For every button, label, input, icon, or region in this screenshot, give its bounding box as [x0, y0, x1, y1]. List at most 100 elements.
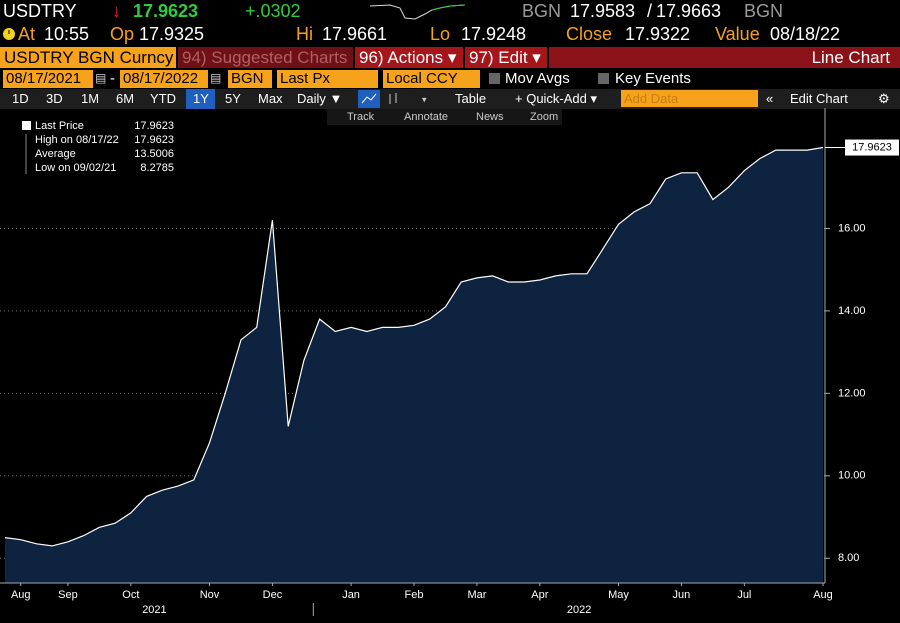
- selected-period: [186, 89, 215, 109]
- year-label: 2021: [142, 604, 166, 616]
- legend-label: Last Price: [35, 120, 84, 132]
- checkbox[interactable]: [489, 73, 500, 84]
- label: Op: [110, 24, 135, 44]
- dash: -: [110, 70, 115, 87]
- open: 17.9325: [139, 24, 205, 44]
- stat-label: High on 08/17/22: [35, 134, 119, 146]
- stat-label: Low on 09/02/21: [35, 162, 116, 174]
- edit-menu[interactable]: 97) Edit ▾: [465, 47, 547, 68]
- tool-button[interactable]: Annotate: [404, 111, 449, 123]
- x-tick-label: Aug: [11, 589, 31, 601]
- label: At: [18, 24, 36, 44]
- add-data-input[interactable]: Add Data: [621, 90, 758, 107]
- calendar-icon[interactable]: ▤: [95, 71, 107, 85]
- y-tick-label: 14.00: [838, 305, 866, 317]
- chart-type-icons[interactable]: ▾: [358, 90, 438, 108]
- y-tick-label: 12.00: [838, 387, 866, 399]
- x-tick-label: Sep: [58, 589, 78, 601]
- stat-label: Average: [35, 148, 76, 160]
- label: Lo: [430, 24, 451, 44]
- suggested-charts[interactable]: 94) Suggested Charts: [178, 47, 353, 68]
- mov-avgs[interactable]: Mov Avgs: [505, 70, 570, 87]
- x-tick-label: Nov: [200, 589, 220, 601]
- bid: 17.9583: [570, 1, 636, 21]
- y-tick-label: 10.00: [838, 470, 866, 482]
- area-fill: [5, 147, 823, 583]
- period-button[interactable]: Max: [258, 91, 283, 106]
- x-tick-label: Jun: [673, 589, 691, 601]
- collapse-button[interactable]: «: [766, 91, 774, 106]
- tool-button[interactable]: Zoom: [530, 111, 559, 123]
- tool-button[interactable]: Track: [347, 111, 375, 123]
- clock-icon: [3, 28, 15, 40]
- source: BGN: [744, 1, 784, 21]
- period-button[interactable]: 1Y: [193, 91, 209, 106]
- x-tick-label: Apr: [531, 589, 548, 601]
- close: 17.9322: [625, 24, 691, 44]
- tool-button[interactable]: News: [476, 111, 504, 123]
- legend-box: [6, 116, 182, 180]
- chart: 8.00 10.00 12.00 14.00 16.00 Aug Sep Oct Nov Dec J…: [0, 108, 899, 616]
- last-price: 17.9623: [133, 1, 199, 21]
- actions-menu[interactable]: 96) Actions ▾: [355, 47, 463, 68]
- period-button[interactable]: 1D: [12, 91, 29, 106]
- period-button[interactable]: 6M: [116, 91, 135, 106]
- x-tick-label: Mar: [467, 589, 486, 601]
- start-date[interactable]: 08/17/2021: [3, 70, 93, 88]
- x-tick-label: Oct: [122, 589, 139, 601]
- tool-bar: [327, 109, 562, 125]
- sparkline: [370, 4, 465, 20]
- security[interactable]: USDTRY BGN Curncy: [0, 47, 176, 68]
- low: 17.9248: [461, 24, 527, 44]
- legend-value: 17.9623: [134, 120, 174, 132]
- quick-add[interactable]: + Quick-Add ▾: [515, 91, 598, 106]
- x-tick-label: Jul: [737, 589, 751, 601]
- label: Close: [566, 24, 613, 44]
- currency[interactable]: Local CCY: [383, 70, 480, 88]
- stat-value: 13.5006: [134, 148, 174, 160]
- period-button[interactable]: 1M: [81, 91, 100, 106]
- x-tick-label: Dec: [263, 589, 283, 601]
- checkbox[interactable]: [598, 73, 609, 84]
- ask: 17.9663: [656, 1, 722, 21]
- down-arrow: ↓: [112, 1, 121, 21]
- y-tick-label: 16.00: [838, 222, 866, 234]
- x-tick-label: Feb: [405, 589, 424, 601]
- x-tick-label: Aug: [813, 589, 833, 601]
- x-tick-label: May: [608, 589, 629, 601]
- period-button[interactable]: 5Y: [225, 91, 241, 106]
- last-value-box: [845, 139, 899, 156]
- value-date: 08/18/22: [770, 24, 841, 44]
- edit-chart[interactable]: Edit Chart: [790, 91, 848, 106]
- separator: /: [647, 1, 653, 21]
- change: +.0302: [245, 1, 301, 21]
- svg-text:▾: ▾: [422, 94, 427, 104]
- label: Value: [715, 24, 760, 44]
- field[interactable]: Last Px: [277, 70, 378, 88]
- source: BGN: [522, 1, 562, 21]
- end-date[interactable]: 08/17/2022: [120, 70, 208, 88]
- source-field[interactable]: BGN: [228, 70, 272, 88]
- time: 10:55: [44, 24, 90, 44]
- label: Hi: [296, 24, 313, 44]
- legend-swatch: [22, 121, 31, 130]
- ticker: USDTRY: [3, 1, 77, 21]
- year-label: 2022: [567, 604, 591, 616]
- period-button[interactable]: 3D: [46, 91, 63, 106]
- price-line: [4, 146, 824, 547]
- chart-kind: Line Chart: [549, 47, 900, 68]
- last-value-label: 17.9623: [852, 141, 892, 153]
- y-tick-label: 8.00: [838, 552, 859, 564]
- settings-icon[interactable]: ⚙: [878, 91, 890, 106]
- calendar-icon[interactable]: ▤: [210, 71, 222, 85]
- frequency[interactable]: Daily ▼: [297, 91, 343, 106]
- stat-value: 17.9623: [134, 134, 174, 146]
- button-bar: [0, 89, 900, 109]
- stat-value: 8.2785: [140, 162, 174, 174]
- table-button[interactable]: Table: [455, 91, 487, 106]
- period-button[interactable]: YTD: [150, 91, 176, 106]
- high: 17.9661: [322, 24, 388, 44]
- x-tick-label: Jan: [342, 589, 360, 601]
- key-events[interactable]: Key Events: [615, 70, 691, 87]
